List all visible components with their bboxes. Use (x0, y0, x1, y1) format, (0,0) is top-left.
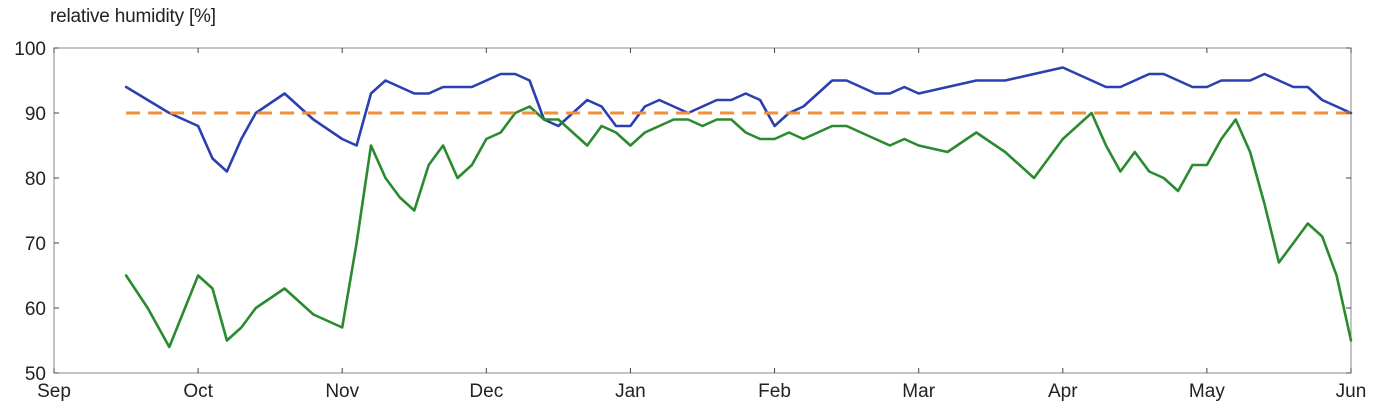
y-tick-label: 50 (25, 364, 46, 385)
x-tick-label: Sep (37, 381, 71, 402)
x-tick-label: Jun (1336, 381, 1367, 402)
x-tick-label: Mar (902, 381, 935, 402)
x-tick-label: Feb (758, 381, 791, 402)
y-tick-label: 70 (25, 234, 46, 255)
y-tick-label: 60 (25, 299, 46, 320)
y-tick-label: 80 (25, 169, 46, 190)
x-tick-label: May (1189, 381, 1225, 402)
series-line-1 (124, 105, 1353, 349)
x-tick-label: Apr (1048, 381, 1078, 402)
y-tick-label: 100 (14, 39, 46, 60)
y-tick-label: 90 (25, 104, 46, 125)
tick-layer: 50 60 70 80 90 100 Sep Oct Nov Dec Jan Feb Mar Apr May… (14, 39, 1366, 402)
series-layer (124, 66, 1353, 349)
x-tick-label: Nov (325, 381, 359, 402)
plot-frame (53, 47, 1352, 374)
y-axis-label: relative humidity [%] (50, 6, 216, 27)
x-tick-label: Oct (183, 381, 213, 402)
x-tick-label: Dec (469, 381, 503, 402)
x-tick-label: Jan (615, 381, 646, 402)
plot-area-border (53, 47, 1352, 374)
series-line-0 (124, 66, 1353, 173)
